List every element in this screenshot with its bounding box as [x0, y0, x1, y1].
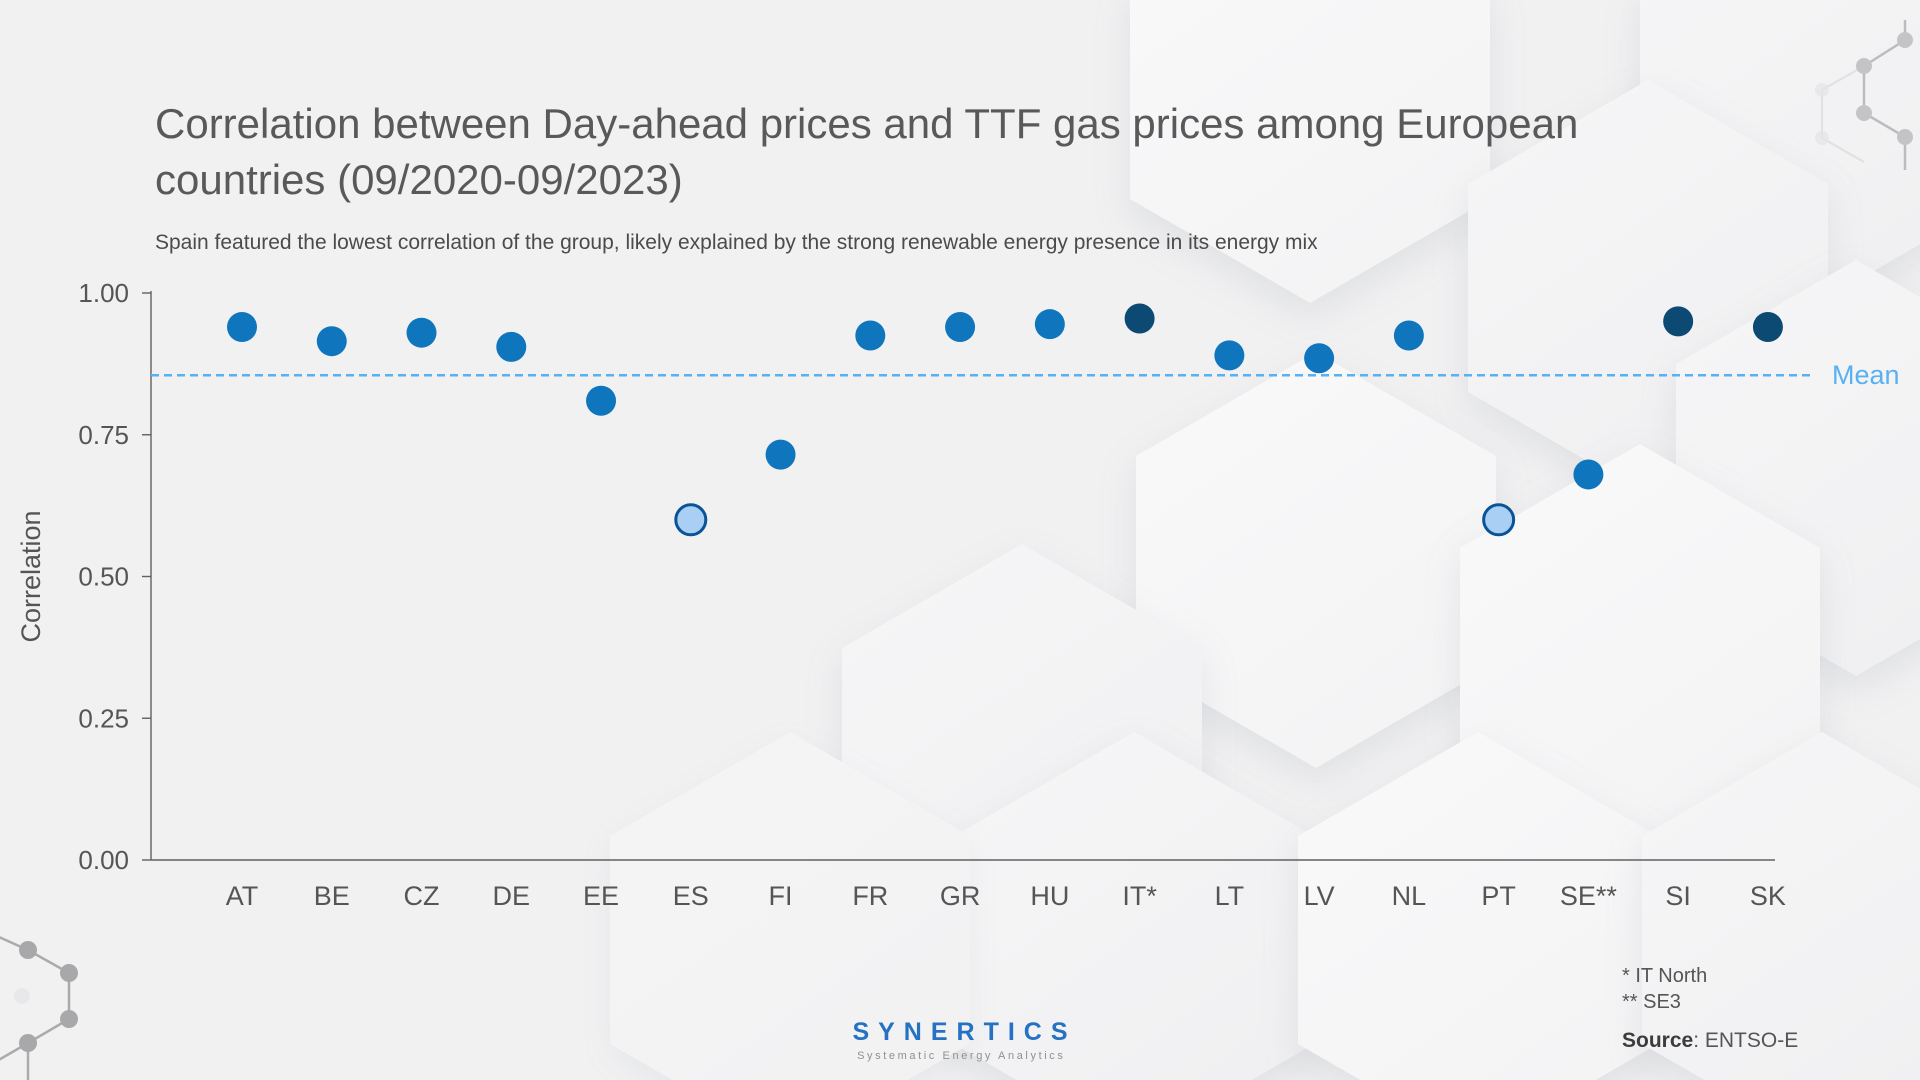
y-tick-label: 0.00 — [78, 845, 129, 875]
data-point-at — [227, 312, 257, 343]
data-point-ee — [586, 385, 617, 416]
x-category-label: IT* — [1122, 881, 1157, 911]
x-category-label: AT — [226, 881, 259, 911]
x-category-label: EE — [583, 881, 619, 911]
data-point-sk — [1752, 312, 1783, 343]
source-label: Source — [1622, 1029, 1694, 1052]
y-tick-label: 0.25 — [78, 703, 129, 733]
footnotes: * IT North ** SE3 Source: ENTSO-E — [1622, 963, 1798, 1054]
x-category-label: HU — [1030, 881, 1069, 911]
y-tick-label: 1.00 — [78, 278, 129, 308]
x-category-label: SI — [1665, 881, 1691, 911]
y-axis-title: Correlation — [16, 510, 46, 642]
x-category-label: FR — [852, 881, 888, 911]
footnote-it-north: * IT North — [1622, 965, 1708, 987]
data-point-es — [674, 503, 708, 537]
logo-wordmark: SYNERTICS — [852, 1018, 1077, 1046]
x-category-label: ES — [673, 881, 709, 911]
data-point-be — [316, 326, 347, 357]
x-category-label: SE** — [1560, 881, 1618, 911]
data-point-nl — [1393, 320, 1424, 351]
x-category-label: NL — [1392, 881, 1427, 911]
source-line: Source: ENTSO-E — [1622, 1028, 1798, 1054]
x-category-label: LT — [1215, 881, 1245, 911]
data-point-fi — [765, 439, 796, 470]
source-value: : ENTSO-E — [1693, 1029, 1799, 1052]
footnote-se3: ** SE3 — [1622, 991, 1681, 1013]
y-tick-label: 0.50 — [78, 562, 129, 592]
chart-title: Correlation between Day-ahead prices and… — [155, 100, 1579, 203]
data-point-it — [1124, 303, 1155, 334]
data-point-lv — [1304, 343, 1335, 374]
x-category-label: CZ — [404, 881, 440, 911]
mean-label: Mean — [1832, 360, 1900, 390]
x-category-label: GR — [940, 881, 981, 911]
data-point-hu — [1034, 309, 1065, 340]
x-category-label: PT — [1481, 881, 1516, 911]
x-category-label: DE — [493, 881, 531, 911]
data-point-de — [496, 331, 527, 362]
x-category-label: LV — [1304, 881, 1335, 911]
data-point-cz — [406, 317, 437, 348]
data-point-pt — [1482, 503, 1516, 537]
x-category-label: SK — [1750, 881, 1786, 911]
data-point-fr — [855, 320, 886, 351]
x-category-label: FI — [769, 881, 793, 911]
x-category-label: BE — [314, 881, 350, 911]
synertics-logo: SYNERTICS Systematic Energy Analytics — [0, 1018, 1920, 1062]
data-point-gr — [945, 312, 976, 343]
y-tick-label: 0.75 — [78, 420, 129, 450]
data-point-lt — [1214, 340, 1245, 371]
chart-subtitle: Spain featured the lowest correlation of… — [155, 231, 1318, 254]
data-point-si — [1663, 306, 1694, 337]
data-point-se — [1573, 459, 1604, 490]
logo-tagline: Systematic Energy Analytics — [857, 1050, 1066, 1062]
